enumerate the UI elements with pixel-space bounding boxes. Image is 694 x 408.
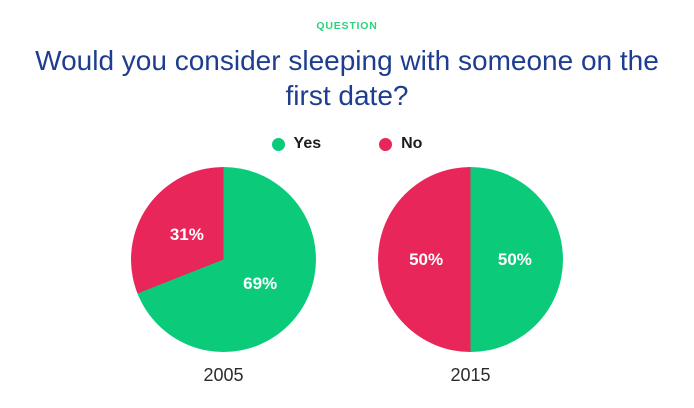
slice-label-2015-yes: 50% xyxy=(497,249,532,269)
pie-caption-2005: 2005 xyxy=(203,365,244,385)
pie-chart-2005: 69% 31% xyxy=(131,167,316,352)
slice-label-2005-no: 31% xyxy=(169,224,204,244)
pie-figure-2015: 50% 50% 2015 xyxy=(378,167,563,386)
slice-label-2015-no: 50% xyxy=(409,249,444,269)
pie-chart-2015: 50% 50% xyxy=(378,167,563,352)
legend-label-yes: Yes xyxy=(293,135,322,152)
legend-label-no: No xyxy=(401,135,423,152)
legend-swatch-no-icon xyxy=(379,137,393,151)
chart-legend: Yes No xyxy=(271,135,422,153)
legend-swatch-yes-icon xyxy=(271,137,285,151)
legend-item-no: No xyxy=(379,135,422,153)
slice-label-2005-yes: 69% xyxy=(243,274,278,294)
pie-figure-2005: 69% 31% 2005 xyxy=(131,167,316,386)
chart-title: Would you consider sleeping with someone… xyxy=(35,45,659,111)
pie-charts-row: 69% 31% 2005 50% 50% 2015 xyxy=(131,167,563,386)
pie-caption-2015: 2015 xyxy=(450,365,491,385)
legend-item-yes: Yes xyxy=(271,135,322,153)
question-eyebrow-label: QUESTION xyxy=(316,20,378,32)
